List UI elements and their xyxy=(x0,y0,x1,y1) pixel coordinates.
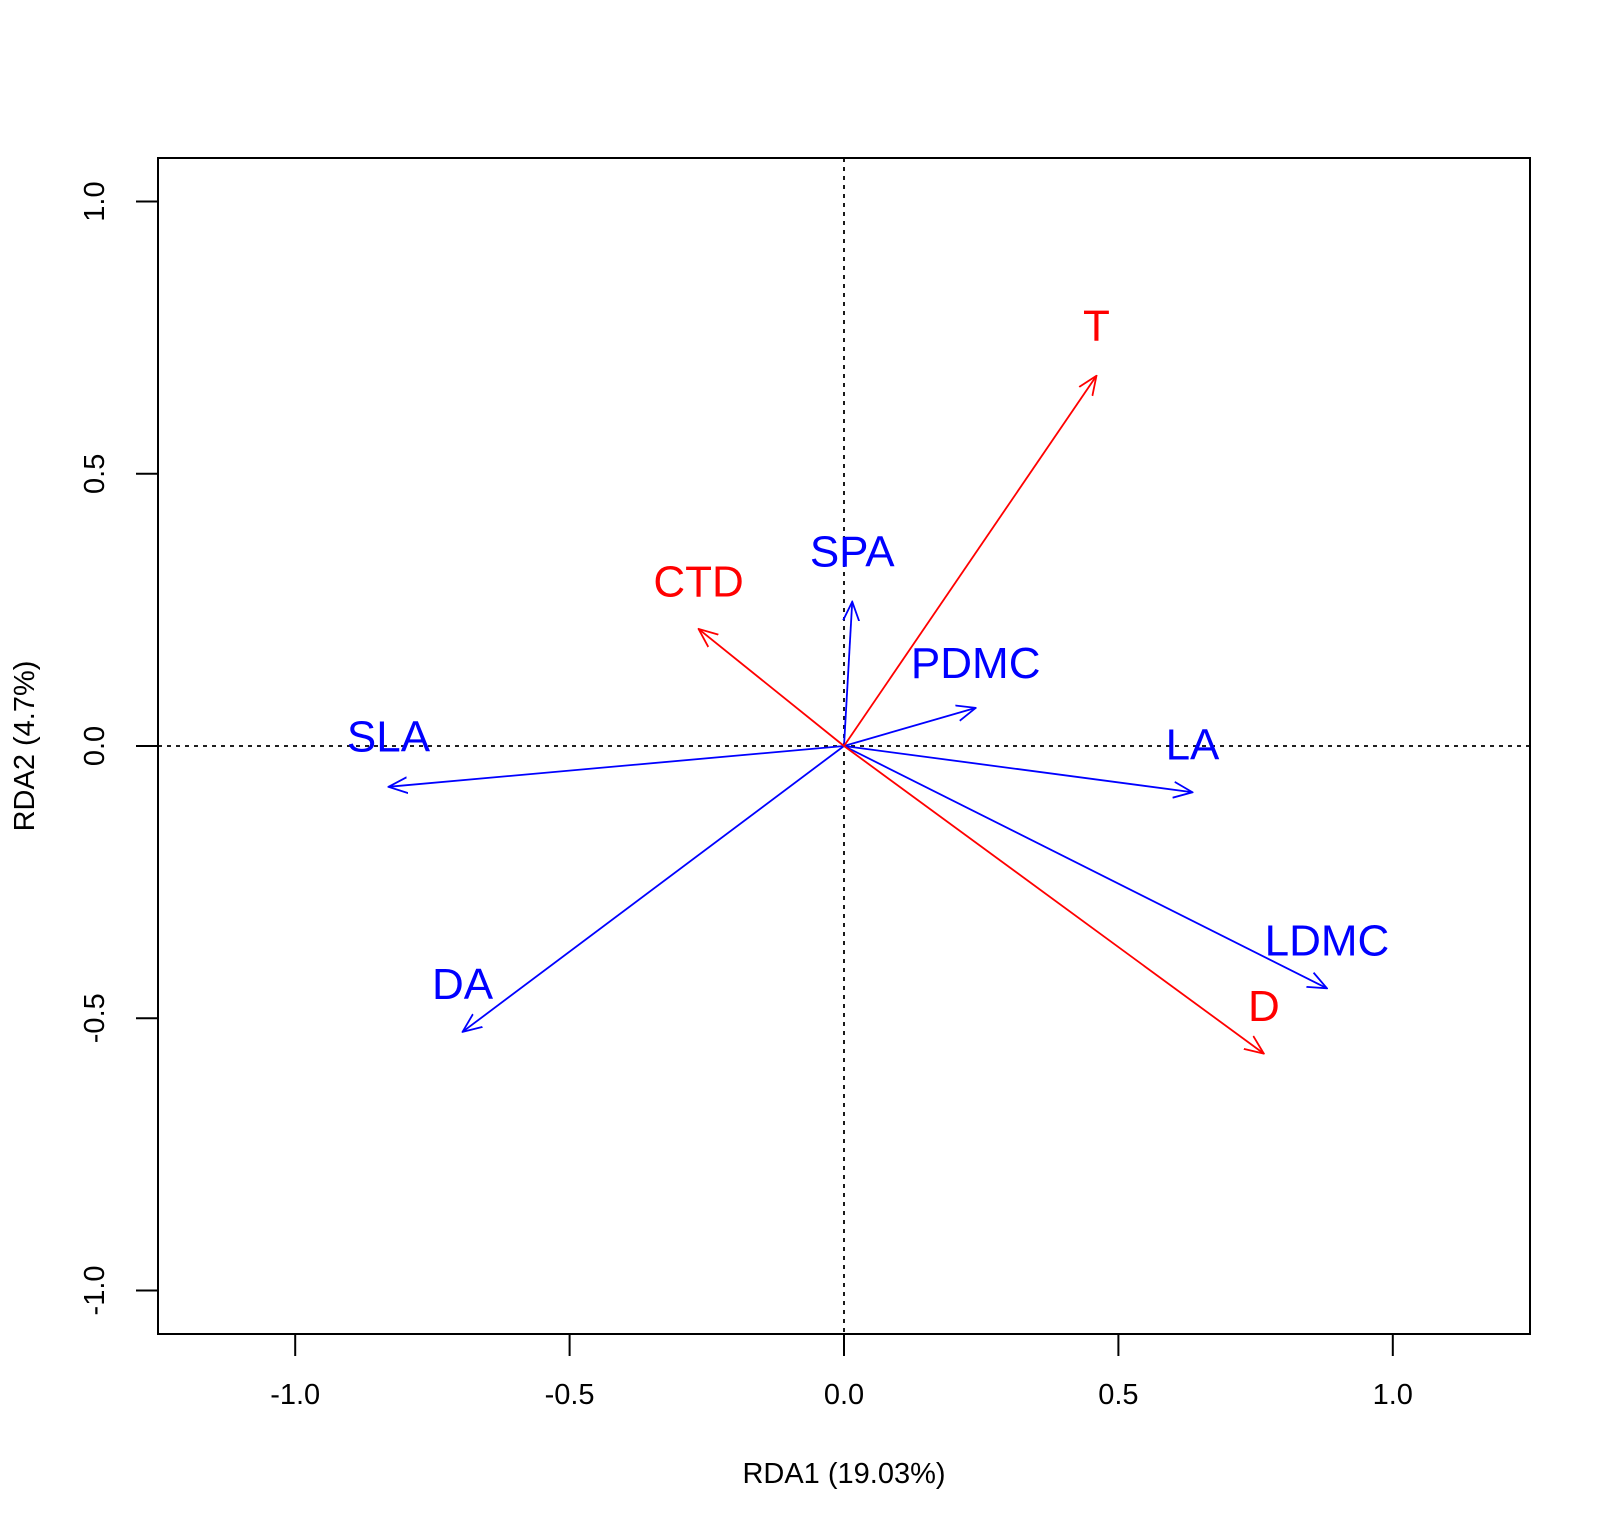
y-tick-label: 0.5 xyxy=(79,454,111,494)
vector-layer: SLA SPA PDMC LA LDMC DA T CTD D xyxy=(347,301,1389,1053)
vector-label-da: DA xyxy=(432,960,494,1009)
vector-ldmc xyxy=(843,745,1327,988)
vector-label-d: D xyxy=(1248,982,1280,1031)
vector-label-sla: SLA xyxy=(347,712,431,761)
x-tick-label: -0.5 xyxy=(545,1379,595,1411)
vector-sla xyxy=(388,745,845,787)
vector-label-ctd: CTD xyxy=(653,557,743,606)
vector-da xyxy=(463,745,845,1032)
x-tick-label: 1.0 xyxy=(1373,1379,1413,1411)
y-tick-label: 1.0 xyxy=(79,181,111,221)
x-tick-label: -1.0 xyxy=(270,1379,320,1411)
vector-label-ldmc: LDMC xyxy=(1265,917,1390,966)
x-axis: -1.0 -0.5 0.0 0.5 1.0 xyxy=(270,1334,1413,1411)
x-tick-label: 0.0 xyxy=(824,1379,864,1411)
vector-label-spa: SPA xyxy=(810,527,895,576)
x-tick-label: 0.5 xyxy=(1098,1379,1138,1411)
y-tick-label: -1.0 xyxy=(79,1265,111,1315)
y-axis: -1.0 -0.5 0.0 0.5 1.0 xyxy=(79,181,158,1315)
vector-pdmc xyxy=(843,708,976,747)
y-tick-label: 0.0 xyxy=(79,726,111,766)
vector-label-pdmc: PDMC xyxy=(911,639,1041,688)
y-tick-label: -0.5 xyxy=(79,993,111,1043)
x-axis-title: RDA1 (19.03%) xyxy=(742,1458,945,1490)
vector-t xyxy=(843,376,1096,747)
vector-spa xyxy=(844,602,852,747)
y-axis-title: RDA2 (4.7%) xyxy=(9,661,41,832)
vector-la xyxy=(843,745,1192,792)
vector-ctd xyxy=(699,629,845,747)
vector-label-t: T xyxy=(1083,301,1110,350)
vector-label-la: LA xyxy=(1166,721,1220,770)
vector-d xyxy=(843,745,1264,1054)
